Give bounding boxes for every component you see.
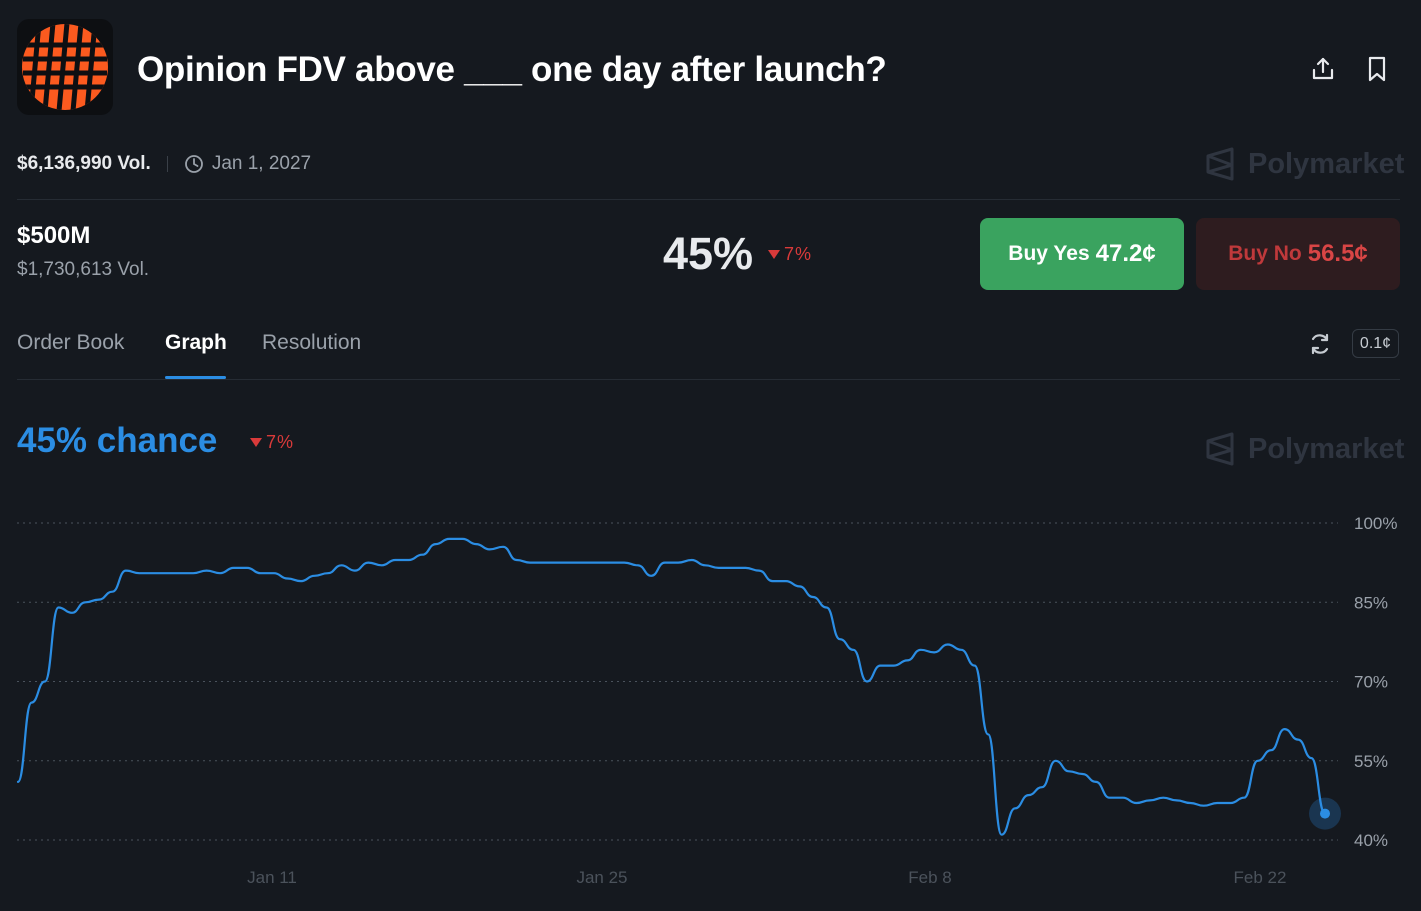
x-axis-labels: Jan 11 Jan 25 Feb 8 Feb 22 [247, 868, 1286, 887]
x-tick-label: Feb 22 [1234, 868, 1287, 887]
polymarket-logo-icon [1206, 147, 1234, 181]
x-tick-label: Jan 25 [576, 868, 627, 887]
active-tab-indicator [165, 376, 226, 379]
tab-resolution[interactable]: Resolution [262, 331, 362, 354]
probability-change-value: 7% [784, 244, 813, 264]
price-chart[interactable]: 100% 85% 70% 55% 40% Jan 11 Jan 25 Feb 8 Feb 22 [0, 500, 1421, 911]
meta-separator [166, 156, 168, 172]
polymarket-logo-icon [1206, 432, 1234, 466]
y-tick-label: 70% [1354, 673, 1388, 692]
chance-change: 7% [250, 432, 294, 453]
y-tick-label: 40% [1354, 831, 1388, 850]
buy-no-label: Buy No [1228, 242, 1302, 265]
polymarket-watermark: Polymarket [1204, 146, 1404, 182]
y-tick-label: 100% [1354, 514, 1397, 533]
buy-no-button[interactable]: Buy No 56.5¢ [1196, 218, 1400, 290]
y-tick-label: 85% [1354, 593, 1388, 612]
outcome-name: $500M [17, 222, 91, 249]
opinion-logo-icon [22, 24, 108, 110]
buy-no-price: 56.5¢ [1307, 240, 1368, 267]
end-point [1320, 808, 1330, 819]
total-volume: $6,136,990 Vol. [17, 153, 151, 174]
y-tick-label: 55% [1354, 752, 1388, 771]
chance-label: 45% chance [17, 421, 218, 460]
market-meta: $6,136,990 Vol. Jan 1, 2027 [17, 153, 311, 175]
y-axis-labels: 100% 85% 70% 55% 40% [1354, 514, 1397, 850]
outcome-probability: 45% [663, 228, 754, 279]
tick-size-button[interactable]: 0.1¢ [1352, 329, 1399, 358]
probability-change: 7% [768, 244, 812, 265]
refresh-icon[interactable] [1307, 331, 1333, 357]
chart-grid [17, 522, 1338, 841]
market-logo [17, 19, 113, 115]
buy-yes-label: Buy Yes [1008, 242, 1090, 265]
bookmark-icon[interactable] [1362, 54, 1392, 84]
outcome-volume: $1,730,613 Vol. [17, 259, 150, 280]
clock-icon [184, 155, 203, 173]
chance-change-value: 7% [266, 432, 295, 452]
tabs-divider [17, 379, 1400, 380]
polymarket-brand-text: Polymarket [1248, 147, 1405, 180]
series-line [16, 537, 1327, 836]
polymarket-watermark-chart: Polymarket [1204, 431, 1404, 467]
share-icon[interactable] [1308, 54, 1338, 84]
buy-yes-button[interactable]: Buy Yes 47.2¢ [980, 218, 1184, 290]
tab-order-book[interactable]: Order Book [17, 331, 125, 354]
polymarket-brand-text: Polymarket [1248, 432, 1405, 465]
divider [17, 199, 1400, 200]
x-tick-label: Feb 8 [908, 868, 951, 887]
down-triangle-icon [768, 250, 780, 259]
end-date: Jan 1, 2027 [211, 153, 312, 174]
buy-yes-price: 47.2¢ [1095, 240, 1156, 267]
down-triangle-icon [250, 438, 262, 447]
tab-graph[interactable]: Graph [165, 331, 227, 354]
market-title: Opinion FDV above ___ one day after laun… [137, 50, 887, 89]
x-tick-label: Jan 11 [247, 868, 297, 887]
